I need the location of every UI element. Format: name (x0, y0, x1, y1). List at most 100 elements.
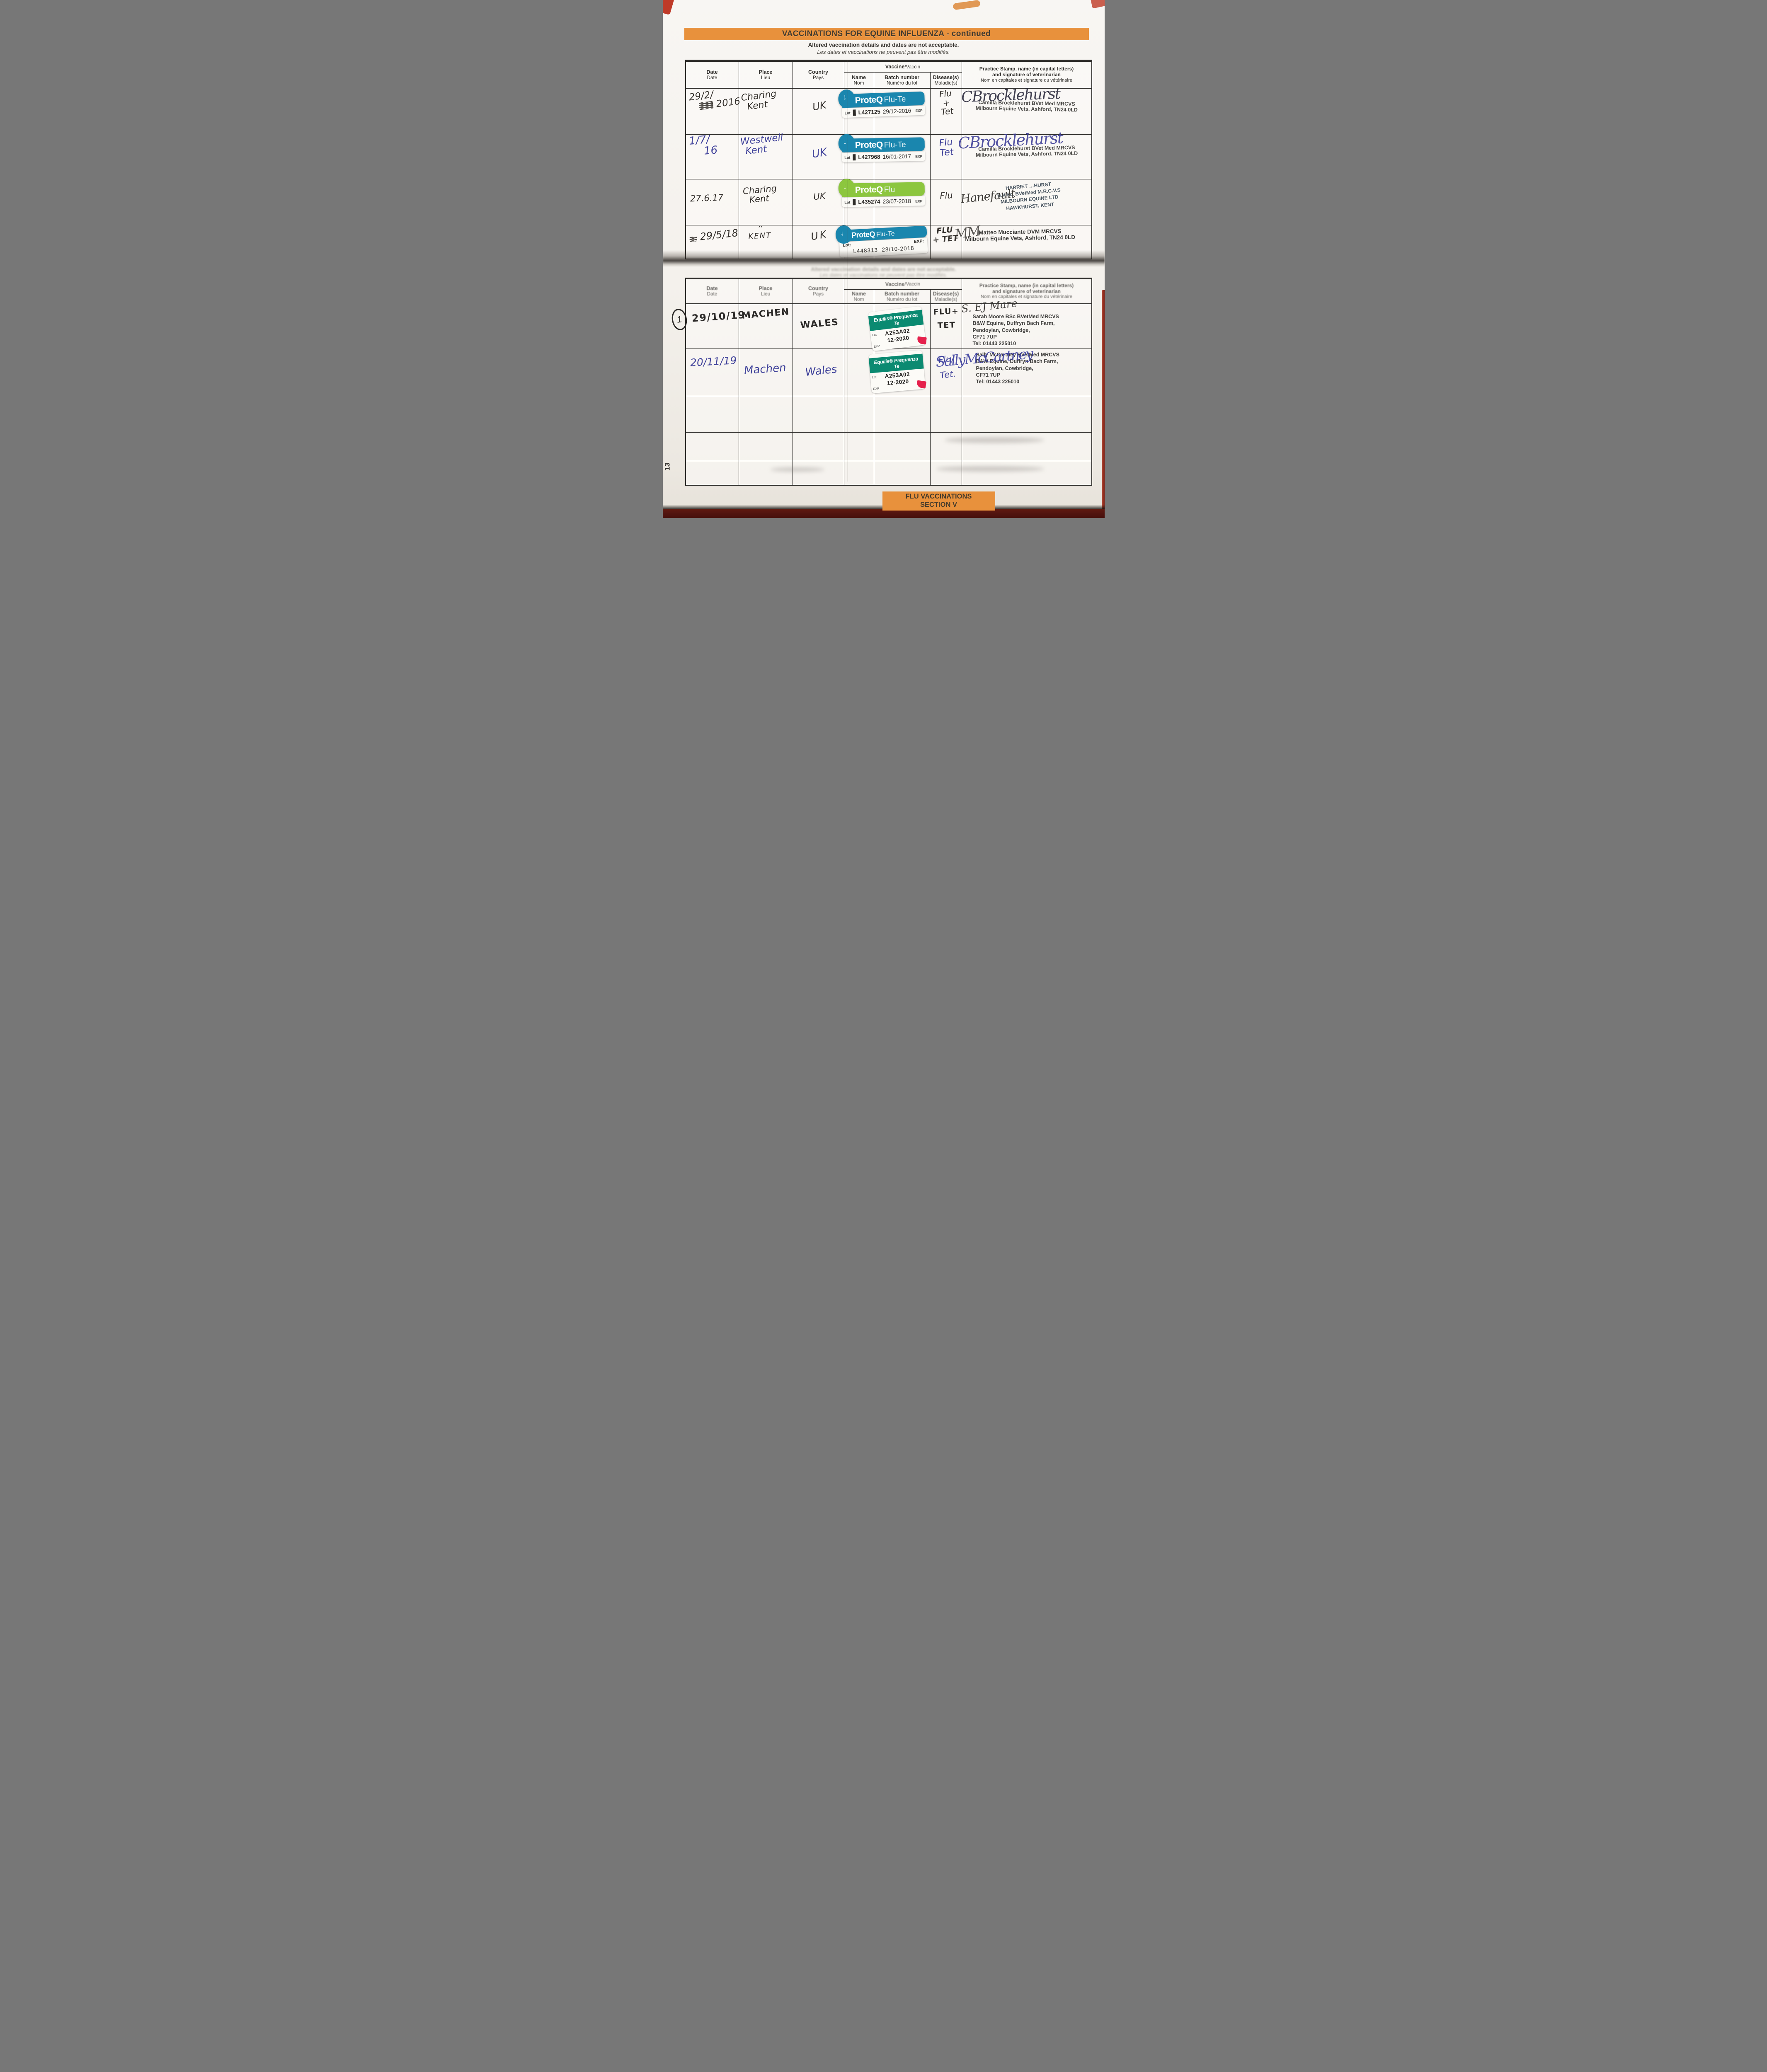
ghost-smudge (770, 467, 824, 472)
place-entry: Charing Kent (742, 183, 777, 205)
header-disease: Disease(s) Maladie(s) (931, 73, 962, 88)
date-entry: 20/11/19 (689, 354, 737, 369)
red-corner-fold (916, 336, 927, 344)
practice-stamp: Camilla Brocklehurst BVet Med MRCVS Milbo… (975, 144, 1078, 158)
page-fold-shadow (662, 250, 1105, 267)
header-name: Name Nom (844, 290, 874, 303)
note-english: Altered vaccination details and dates ar… (808, 42, 959, 48)
disease-entry: Flu/Tet. (938, 353, 956, 380)
ghost-smudge (936, 466, 1044, 472)
proteq-flu-te-sticker: ↓ ProteQ Flu-Te Lot L427968 16/01-2017 EX… (838, 134, 925, 162)
table-row-empty (686, 433, 1091, 461)
table-row: 27.6.17 Charing Kent UK ↓ ProteQ Flu Lot … (686, 179, 1091, 225)
table-cell (931, 304, 962, 349)
table-cell (931, 349, 962, 396)
table-cell (874, 396, 931, 432)
table-row: 29/5/18 ’’ KENT UK ↓ ProteQ Flu-Te Lot: EX… (686, 223, 1091, 259)
date-entry: 27.6.17 (690, 192, 724, 204)
table-row: 1/7/ 16 Westwell Kent UK ↓ ProteQ Flu-Te … (686, 128, 1091, 179)
header-disease: Disease(s) Maladie(s) (931, 290, 962, 303)
maroon-cover-band-bottom (662, 509, 1105, 518)
section-banner: VACCINATIONS FOR EQUINE INFLUENZA - cont… (684, 28, 1089, 40)
table-cell (931, 396, 962, 432)
table-cell (844, 461, 874, 485)
table-cell (793, 461, 844, 485)
red-cover-strip-right (1101, 290, 1105, 510)
down-arrow-icon: ↓ (842, 93, 847, 102)
table-cell (874, 89, 931, 134)
table-cell (686, 433, 739, 461)
table-cell (874, 461, 931, 485)
header-place: Place Lieu (739, 279, 793, 303)
table-cell (739, 433, 793, 461)
table-header: Date Date Place Lieu Country Pays Vaccine/V… (686, 279, 1091, 304)
scribbled-ink (698, 101, 714, 110)
practice-stamp: Sarah Moore BSc BVetMed MRCVS B&W Equine,… (972, 314, 1059, 346)
table-cell (844, 396, 874, 432)
table-cell (686, 304, 739, 349)
down-arrow-icon: ↓ (842, 182, 847, 191)
table-cell (793, 396, 844, 432)
practice-stamp: Camilla Brocklehurst BVet Med MRCVS Milbo… (975, 99, 1078, 113)
table-cell (874, 225, 931, 259)
down-arrow-icon: ↓ (842, 137, 847, 146)
table-cell (962, 396, 1091, 432)
orange-edge-mark-top (952, 0, 981, 10)
place-entry: ’’ KENT (748, 224, 772, 241)
disease-entry: Flu Tet (938, 137, 954, 159)
header-date: Date Date (686, 62, 739, 88)
note-french: Les dates et vaccinations ne peuvent pas… (817, 49, 950, 55)
practice-stamp: Sally McCartney BVetMed MRCVS B&W Equine,… (976, 352, 1059, 385)
footer-banner-line2: SECTION V (920, 501, 957, 508)
table-cell (793, 349, 844, 396)
table-cell (739, 225, 793, 259)
table-cell (739, 461, 793, 485)
equilis-prequenza-sticker: Equilis® Prequenza Te Lot A253A02 12-202… (868, 306, 927, 351)
vaccination-table-bottom: Date Date Place Lieu Country Pays Vaccine/V… (685, 278, 1092, 486)
table-cell (739, 179, 793, 225)
table-cell (874, 179, 931, 225)
table-cell (931, 433, 962, 461)
date-entry: 1/7/ 16 (688, 133, 718, 158)
table-cell (686, 225, 739, 259)
table-cell (874, 304, 931, 349)
table-cell (686, 349, 739, 396)
table-row-empty (686, 396, 1091, 433)
table-cell (686, 461, 739, 485)
header-name: Name Nom (844, 73, 874, 88)
header-batch: Batch number Numéro du lot (874, 290, 931, 303)
table-cell (874, 433, 931, 461)
red-edge-mark-top-right (1090, 0, 1105, 9)
equilis-prequenza-sticker: Equilis® Prequenza Te Lot A253A02 12-202… (868, 350, 926, 394)
practice-stamp: Matteo Mucciante DVM MRCVS Milbourn Equin… (965, 228, 1075, 242)
ghost-note-english: Altered vaccination details and dates ar… (811, 266, 956, 272)
header-stamp: Practice Stamp, name (in capital letters… (979, 282, 1074, 300)
table-cell (739, 135, 793, 179)
scanned-passport-page: VACCINATIONS FOR EQUINE INFLUENZA - cont… (662, 0, 1105, 518)
table-cell (931, 89, 962, 134)
header-stamp: Practice Stamp, name (in capital letters… (979, 66, 1074, 83)
scribbled-ink (689, 236, 697, 242)
table-row: 29/10/19 MACHEN WALES Equilis® Prequenza… (686, 297, 1091, 351)
page-title: VACCINATIONS FOR EQUINE INFLUENZA - cont… (782, 29, 991, 38)
disease-entry: Flu (939, 190, 953, 201)
page-number: 13 (663, 462, 671, 471)
table-cell (962, 433, 1091, 461)
scan-fold-line (846, 60, 848, 482)
ghost-note-french: Les dates et vaccinations ne peuvent pas… (819, 272, 948, 278)
table-row: 29/2/ 2016 Charing Kent UK ↓ ProteQ Flu-T… (686, 85, 1091, 135)
table-cell (874, 349, 931, 396)
vaccination-table-top: Date Date Place Lieu Country Pays Vaccine/V… (685, 60, 1092, 259)
barcode-mark-icon (852, 199, 856, 206)
table-cell (931, 135, 962, 179)
table-cell (739, 396, 793, 432)
barcode-mark-icon (852, 154, 856, 161)
table-cell (686, 396, 739, 432)
table-header: Date Date Place Lieu Country Pays Vaccine/V… (686, 62, 1091, 89)
table-cell (874, 135, 931, 179)
proteq-flu-sticker: ↓ ProteQ Flu Lot L435274 23/07-2018 EXP (838, 179, 925, 207)
table-row-empty (686, 461, 1091, 485)
table-cell (793, 304, 844, 349)
disease-entry: FLU+ TET (933, 306, 959, 330)
table-cell (931, 461, 962, 485)
